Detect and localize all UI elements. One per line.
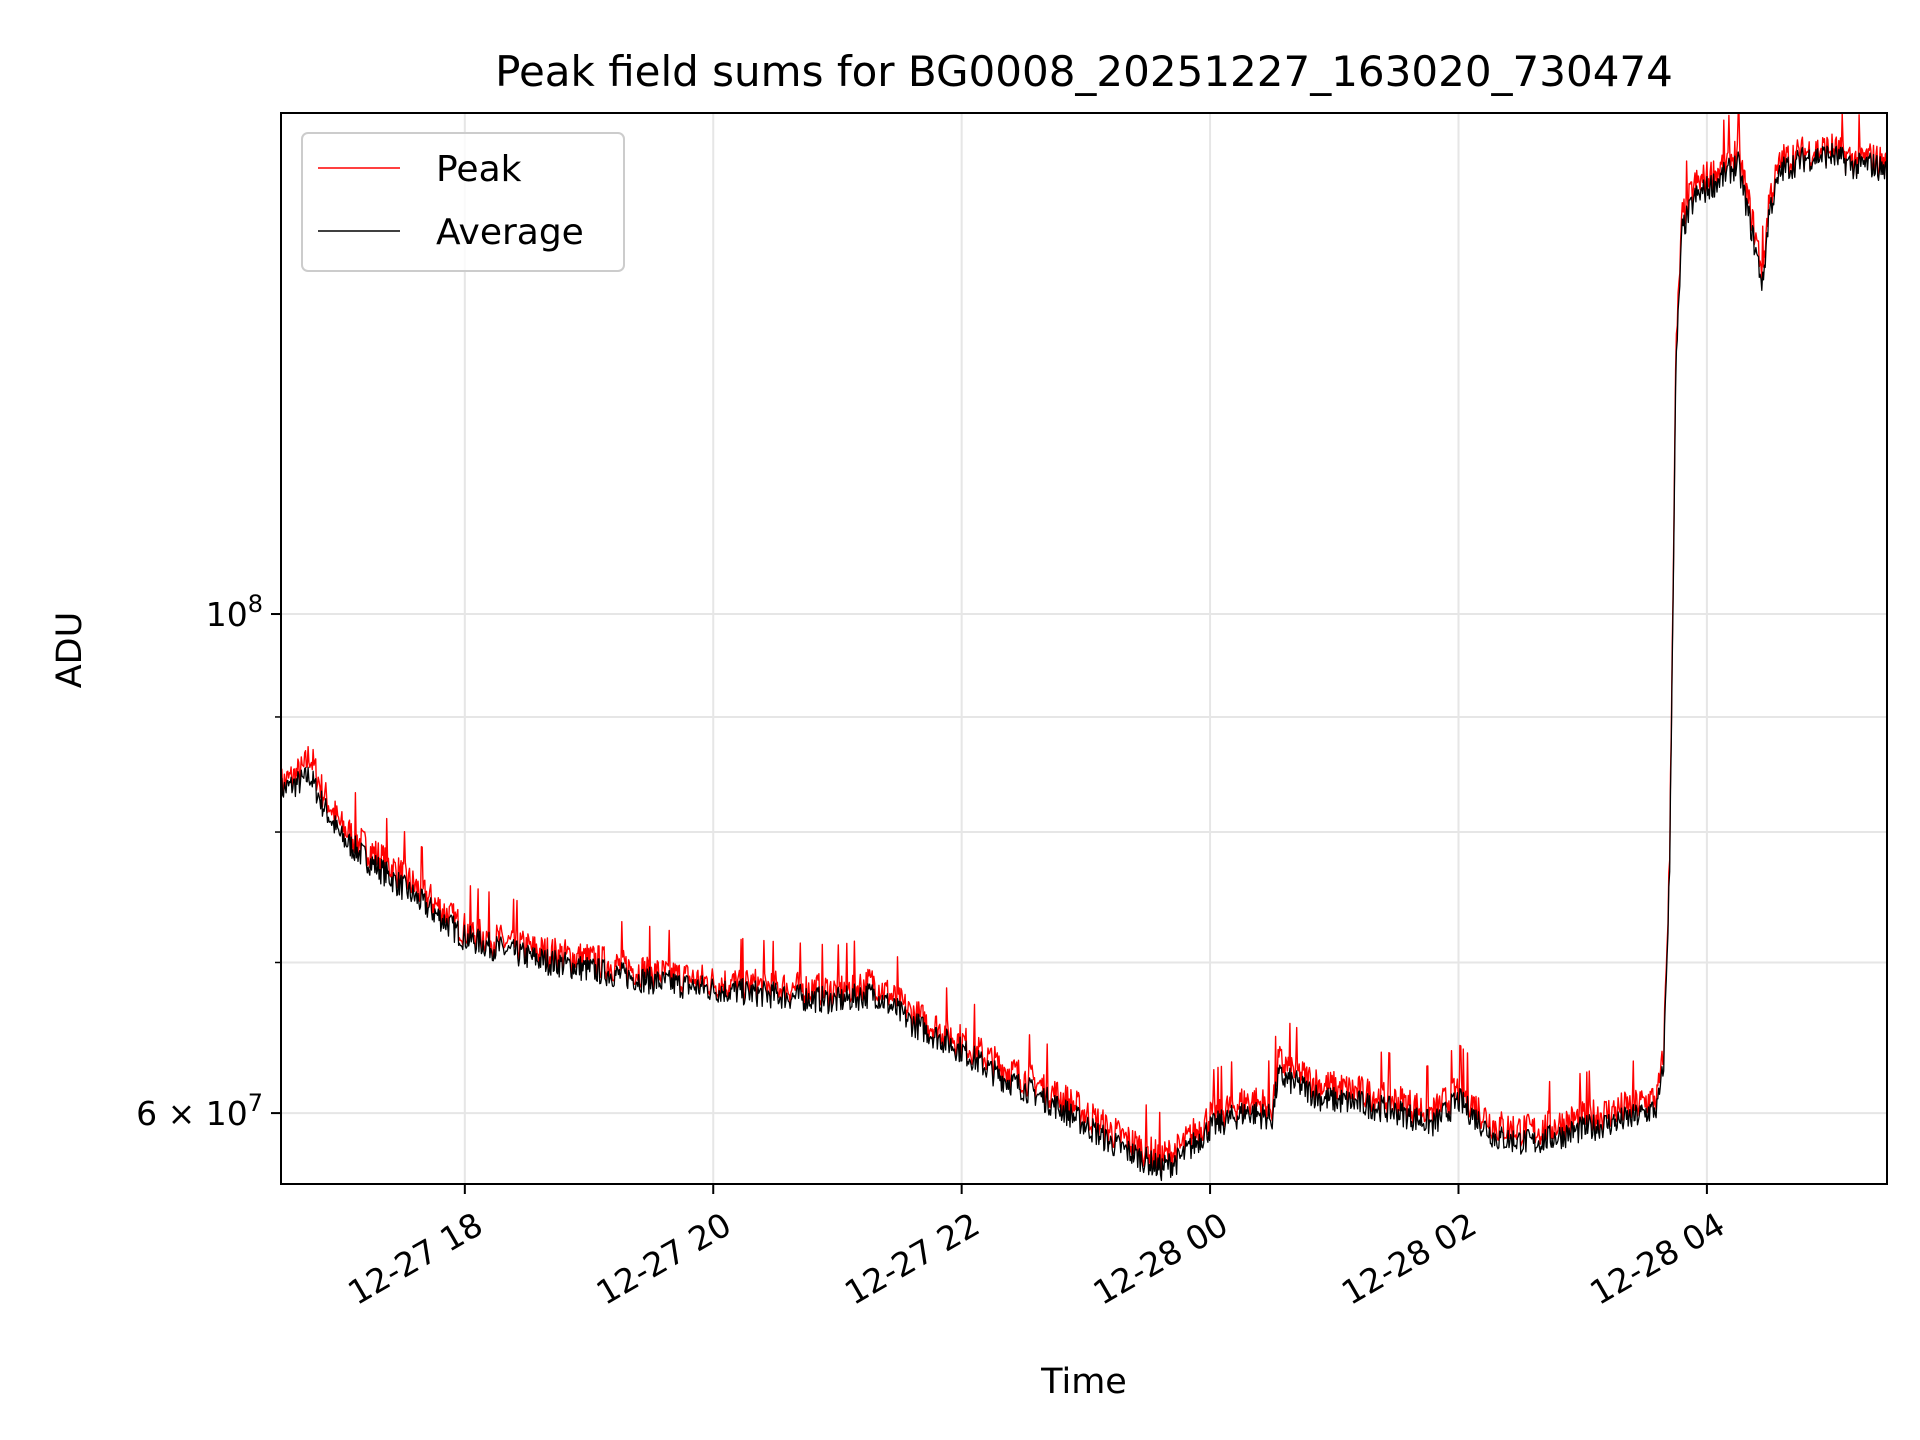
y-axis-ticks: 6 × 107 108	[136, 590, 281, 1133]
series-line-peak	[280, 112, 1888, 1175]
legend-peak-label: Peak	[436, 149, 522, 190]
y-tick-label: 6 × 107	[136, 1089, 263, 1133]
chart-title: Peak field sums for BG0008_20251227_1630…	[495, 47, 1673, 96]
legend: Peak Average	[301, 132, 625, 272]
axes-frame	[280, 112, 1888, 1185]
legend-average-label: Average	[436, 212, 584, 253]
series-layer	[280, 112, 1888, 1182]
y-axis-label: ADU	[50, 612, 90, 689]
x-axis-label: Time	[1040, 1362, 1127, 1402]
series-line-average	[280, 142, 1888, 1182]
plot-area	[281, 113, 1887, 1184]
y-tick-label: 108	[206, 590, 263, 634]
